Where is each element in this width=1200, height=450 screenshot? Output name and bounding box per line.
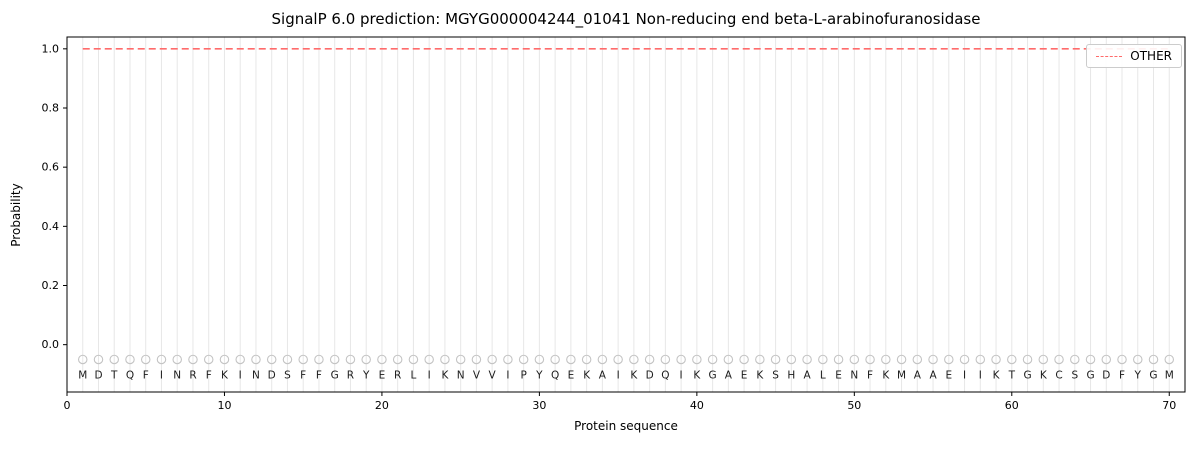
svg-text:V: V [489,369,497,381]
svg-text:K: K [630,369,638,381]
svg-text:Q: Q [661,369,669,381]
svg-text:I: I [160,369,163,381]
svg-text:S: S [284,369,291,381]
svg-text:F: F [1119,369,1125,381]
svg-text:M: M [897,369,906,381]
svg-text:K: K [1040,369,1048,381]
svg-text:70: 70 [1162,399,1176,412]
svg-text:G: G [331,369,339,381]
svg-text:E: E [568,369,575,381]
svg-text:Q: Q [126,369,134,381]
svg-text:F: F [316,369,322,381]
svg-text:K: K [993,369,1001,381]
svg-text:A: A [803,369,811,381]
svg-text:N: N [173,369,181,381]
svg-text:F: F [300,369,306,381]
svg-text:K: K [583,369,591,381]
svg-text:0.2: 0.2 [42,279,60,292]
svg-text:0.0: 0.0 [42,338,60,351]
svg-text:0.8: 0.8 [42,102,60,115]
svg-text:A: A [599,369,607,381]
svg-text:N: N [457,369,465,381]
svg-text:A: A [914,369,922,381]
chart-title: SignalP 6.0 prediction: MGYG000004244_01… [271,10,981,28]
svg-text:C: C [1055,369,1062,381]
svg-text:G: G [1023,369,1031,381]
svg-text:R: R [394,369,401,381]
svg-text:R: R [347,369,354,381]
svg-text:Q: Q [551,369,559,381]
svg-text:60: 60 [1005,399,1019,412]
svg-text:0.6: 0.6 [42,161,60,174]
svg-text:T: T [110,369,118,381]
svg-text:L: L [820,369,826,381]
svg-text:K: K [693,369,701,381]
svg-text:T: T [1008,369,1016,381]
svg-text:N: N [850,369,858,381]
svg-text:D: D [94,369,102,381]
svg-text:V: V [473,369,481,381]
svg-text:D: D [646,369,654,381]
svg-text:30: 30 [532,399,546,412]
svg-text:G: G [1149,369,1157,381]
svg-text:K: K [221,369,229,381]
svg-text:Y: Y [362,369,370,381]
svg-text:G: G [1086,369,1094,381]
svg-text:Y: Y [535,369,543,381]
axes-frame [66,36,1186,393]
svg-text:G: G [709,369,717,381]
svg-text:M: M [1165,369,1174,381]
svg-text:I: I [617,369,620,381]
svg-text:M: M [78,369,87,381]
svg-text:I: I [979,369,982,381]
svg-text:F: F [143,369,149,381]
svg-text:I: I [680,369,683,381]
svg-text:20: 20 [375,399,389,412]
svg-text:K: K [756,369,764,381]
svg-text:I: I [428,369,431,381]
x-axis-label: Protein sequence [574,419,678,433]
svg-text:S: S [1071,369,1078,381]
gridlines [82,37,1170,392]
svg-text:L: L [410,369,416,381]
svg-text:I: I [506,369,509,381]
legend-label: OTHER [1130,49,1172,63]
svg-text:S: S [772,369,779,381]
svg-text:40: 40 [690,399,704,412]
y-ticks: 0.0 0.2 0.4 0.6 0.8 1.0 [42,42,67,351]
residue-markers [77,354,1175,365]
svg-text:A: A [725,369,733,381]
svg-text:K: K [882,369,890,381]
x-ticks: 0 10 20 30 40 50 60 70 [64,392,1176,412]
svg-text:I: I [963,369,966,381]
svg-text:D: D [268,369,276,381]
svg-text:0.4: 0.4 [42,220,60,233]
svg-text:R: R [189,369,196,381]
svg-text:10: 10 [217,399,231,412]
svg-text:P: P [520,369,526,381]
svg-text:1.0: 1.0 [42,42,60,55]
legend-line-sample [1096,55,1123,57]
svg-text:F: F [867,369,873,381]
svg-text:E: E [741,369,748,381]
svg-text:E: E [835,369,842,381]
svg-text:50: 50 [847,399,861,412]
svg-text:E: E [379,369,386,381]
legend: OTHER [1086,44,1182,68]
svg-text:H: H [787,369,795,381]
svg-text:E: E [945,369,952,381]
svg-text:I: I [239,369,242,381]
svg-text:0: 0 [64,399,71,412]
svg-text:K: K [441,369,449,381]
svg-text:Y: Y [1134,369,1142,381]
svg-text:D: D [1102,369,1110,381]
svg-text:A: A [929,369,937,381]
svg-text:N: N [252,369,260,381]
svg-text:F: F [206,369,212,381]
